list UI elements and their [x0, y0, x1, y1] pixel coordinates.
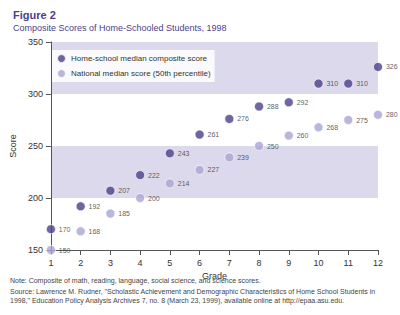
svg-text:8: 8 [257, 258, 262, 268]
svg-text:Figure 2: Figure 2 [13, 9, 56, 21]
svg-text:239: 239 [237, 154, 249, 161]
svg-text:300: 300 [28, 89, 43, 99]
svg-text:5: 5 [167, 258, 172, 268]
svg-text:Composite Scores of Home-Schoo: Composite Scores of Home-Schooled Studen… [13, 23, 227, 33]
svg-text:222: 222 [148, 172, 160, 179]
svg-text:Grade: Grade [202, 271, 227, 281]
svg-text:275: 275 [356, 117, 368, 124]
svg-text:1998," Education Policy Analys: 1998," Education Policy Analysis Archive… [10, 297, 344, 305]
svg-text:2: 2 [78, 258, 83, 268]
svg-text:150: 150 [28, 245, 43, 255]
svg-text:National median score (50th pe: National median score (50th percentile) [71, 69, 211, 78]
svg-text:292: 292 [297, 99, 309, 106]
svg-text:168: 168 [89, 228, 101, 235]
svg-text:310: 310 [326, 80, 338, 87]
svg-text:Score: Score [8, 134, 18, 158]
svg-text:200: 200 [148, 195, 160, 202]
svg-text:Source: Lawrence M. Rudner, "S: Source: Lawrence M. Rudner, "Scholastic … [10, 288, 377, 296]
svg-text:150: 150 [59, 247, 71, 254]
svg-text:261: 261 [207, 131, 219, 138]
svg-text:185: 185 [118, 210, 130, 217]
svg-text:207: 207 [118, 187, 130, 194]
svg-text:Home-school median composite s: Home-school median composite score [71, 54, 208, 63]
svg-text:Note: Composite of math, readi: Note: Composite of math, reading, langua… [10, 277, 261, 284]
svg-text:170: 170 [59, 226, 71, 233]
svg-text:276: 276 [237, 115, 249, 122]
svg-text:10: 10 [314, 258, 324, 268]
svg-text:7: 7 [227, 258, 232, 268]
svg-text:1: 1 [48, 258, 53, 268]
svg-text:310: 310 [356, 80, 368, 87]
svg-text:288: 288 [267, 103, 279, 110]
svg-text:3: 3 [108, 258, 113, 268]
svg-text:200: 200 [28, 193, 43, 203]
svg-text:326: 326 [386, 63, 398, 70]
svg-text:227: 227 [207, 166, 219, 173]
svg-text:6: 6 [197, 258, 202, 268]
svg-text:192: 192 [89, 203, 101, 210]
svg-text:350: 350 [28, 37, 43, 47]
svg-text:280: 280 [386, 111, 398, 118]
svg-text:214: 214 [178, 180, 190, 187]
svg-text:250: 250 [267, 143, 279, 150]
svg-text:11: 11 [344, 258, 353, 268]
svg-text:260: 260 [297, 132, 309, 139]
svg-text:12: 12 [373, 258, 383, 268]
svg-text:4: 4 [138, 258, 143, 268]
svg-text:268: 268 [326, 124, 338, 131]
svg-text:243: 243 [178, 150, 190, 157]
svg-text:250: 250 [28, 141, 43, 151]
svg-text:9: 9 [286, 258, 291, 268]
